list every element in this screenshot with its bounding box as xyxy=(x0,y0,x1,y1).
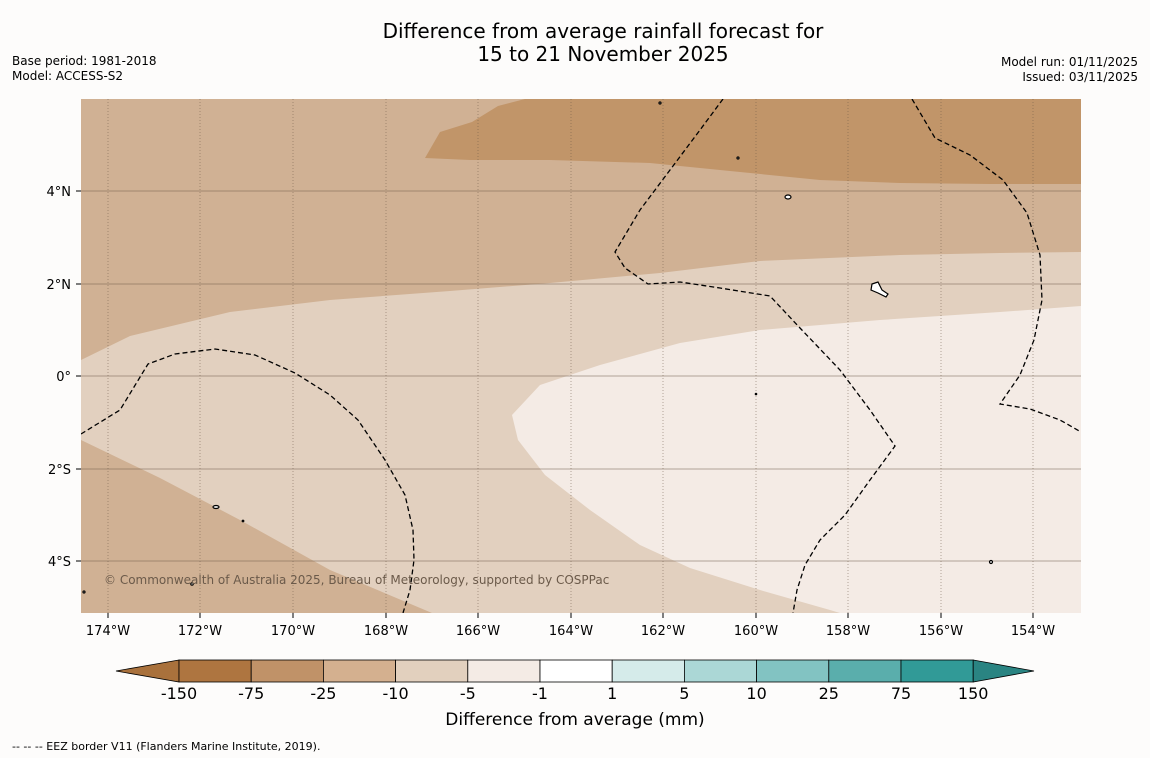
island-5 xyxy=(736,156,740,160)
colorbar-tick-label: 10 xyxy=(746,684,767,703)
colorbar-tick-label: -150 xyxy=(160,684,198,703)
lat-label: 4°S xyxy=(48,555,71,570)
eez-border-east xyxy=(911,99,1081,433)
run-info: Model run: 01/11/2025 Issued: 03/11/2025 xyxy=(1001,55,1138,85)
colorbar-tick-label: -75 xyxy=(238,684,265,703)
colorbar-tick-label: -5 xyxy=(459,684,476,703)
axis-ticks xyxy=(76,190,1034,618)
map-area xyxy=(81,99,1081,613)
lon-label: 168°W xyxy=(364,624,408,639)
island-9 xyxy=(82,590,86,594)
colorbar-tick-label: 1 xyxy=(607,684,618,703)
island-3 xyxy=(212,504,220,510)
colorbar-swatch xyxy=(322,659,396,683)
island-8 xyxy=(190,582,194,586)
lon-label: 174°W xyxy=(86,624,130,639)
lat-label: 4°N xyxy=(47,185,72,200)
colorbar-swatch xyxy=(828,659,902,683)
colorbar-tick-label: -1 xyxy=(532,684,548,703)
lon-label: 166°W xyxy=(456,624,500,639)
eez-footnote: -- -- -- EEZ border V11 (Flanders Marine… xyxy=(12,740,321,753)
colorbar-tick-label: 150 xyxy=(957,684,989,703)
lat-label: 0° xyxy=(56,370,71,385)
island-10 xyxy=(988,559,994,565)
base-period: Base period: 1981-2018 xyxy=(12,54,157,68)
island-7 xyxy=(241,519,245,523)
colorbar-tick-label: 5 xyxy=(679,684,690,703)
colorbar-tick-label: 25 xyxy=(818,684,839,703)
colorbar-swatch xyxy=(250,659,324,683)
title-line-2: 15 to 21 November 2025 xyxy=(477,42,729,66)
lon-label: 162°W xyxy=(641,624,685,639)
colorbar-swatch xyxy=(539,659,613,683)
copyright-note: © Commonwealth of Australia 2025, Bureau… xyxy=(104,573,609,587)
colorbar-tick-label: -25 xyxy=(310,684,337,703)
colorbar-title: Difference from average (mm) xyxy=(445,710,705,730)
model-info: Base period: 1981-2018 Model: ACCESS-S2 xyxy=(12,54,157,84)
colorbar-swatch xyxy=(684,659,758,683)
lon-label: 156°W xyxy=(919,624,963,639)
colorbar-swatch xyxy=(178,659,252,683)
colorbar xyxy=(115,659,1035,683)
island-6 xyxy=(754,392,758,396)
gridlines xyxy=(81,99,1081,613)
colorbar-swatch xyxy=(395,659,469,683)
model-run-date: Model run: 01/11/2025 xyxy=(1000,55,1138,69)
map-title: Difference from average rainfall forecas… xyxy=(300,20,906,66)
lon-label: 172°W xyxy=(178,624,222,639)
lon-label: 160°W xyxy=(734,624,778,639)
colorbar-tick-label: 75 xyxy=(890,684,912,703)
colorbar-tick-label: -10 xyxy=(382,684,409,703)
island-1 xyxy=(784,194,792,200)
lon-label: 158°W xyxy=(826,624,870,639)
lon-label: 154°W xyxy=(1011,624,1055,639)
title-line-1: Difference from average rainfall forecas… xyxy=(382,19,824,43)
colorbar-extend-high xyxy=(972,659,1035,683)
lat-label: 2°S xyxy=(48,463,71,478)
eez-border-west xyxy=(81,348,415,613)
lat-labels: 4°N 2°N 0° 2°S 4°S xyxy=(47,185,72,570)
colorbar-swatch xyxy=(611,659,685,683)
lat-label: 2°N xyxy=(47,278,72,293)
colorbar-swatch xyxy=(900,659,974,683)
colorbar-swatch xyxy=(467,659,541,683)
region-minus25-to-minus75 xyxy=(425,99,1081,184)
region-minus1-to-minus5 xyxy=(512,306,1081,613)
colorbar-swatch xyxy=(756,659,830,683)
eez-borders xyxy=(81,99,1081,613)
lon-label: 164°W xyxy=(549,624,593,639)
model-name: Model: ACCESS-S2 xyxy=(12,69,124,83)
lon-label: 170°W xyxy=(271,624,315,639)
islands xyxy=(82,101,994,594)
island-2 xyxy=(870,281,889,298)
eez-border-central xyxy=(614,99,896,613)
lon-labels: 174°W 172°W 170°W 168°W 166°W 164°W 162°… xyxy=(86,624,1055,639)
issued-date: Issued: 03/11/2025 xyxy=(1022,70,1138,84)
island-4 xyxy=(658,101,662,105)
colorbar-extend-low xyxy=(115,659,180,683)
